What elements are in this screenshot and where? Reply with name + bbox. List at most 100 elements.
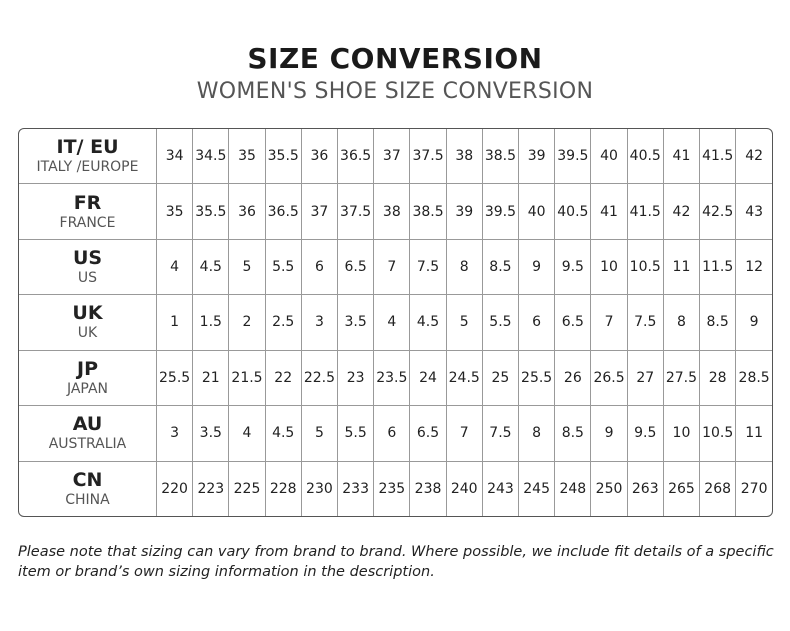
region-name: US — [77, 270, 98, 286]
title: SIZE CONVERSION — [247, 42, 543, 75]
size-cell: 38.5 — [481, 129, 520, 185]
region-name: UK — [77, 325, 98, 342]
size-cell: 265 — [662, 460, 701, 516]
size-cell: 22.5 — [300, 349, 339, 407]
size-cell: 34.5 — [192, 129, 230, 185]
size-cell: 12 — [735, 238, 772, 296]
size-cell: 37 — [300, 183, 339, 240]
size-cell: 1.5 — [192, 294, 230, 351]
table-row: FR FRANCE 35 35.5 36 36.5 37 37.5 38 38.5 39 39.5 40… — [19, 183, 772, 240]
size-cell: 36 — [228, 183, 266, 240]
size-cell: 25.5 — [155, 349, 194, 407]
size-cell: 240 — [445, 460, 483, 516]
size-table: IT/ EU ITALY /EUROPE 34 34.5 35 35.5 36 36.5 37 3… — [18, 128, 773, 517]
size-cell: 243 — [481, 460, 520, 516]
table: IT/ EU ITALY /EUROPE 34 34.5 35 35.5 36 36.5 37 3… — [19, 129, 772, 516]
size-cell: 38 — [445, 129, 483, 185]
size-cell: 38 — [373, 183, 411, 240]
size-cell: 27.5 — [662, 349, 701, 407]
size-cell: 2.5 — [264, 294, 302, 351]
size-cell: 235 — [373, 460, 411, 516]
table-row: US US 4 4.5 5 5.5 6 6.5 7 7.5 8 8.5 9 9.5 10 10.5 11 11.5… — [19, 238, 772, 296]
size-cell: 5 — [228, 238, 266, 296]
row-header: UK UK — [19, 294, 157, 351]
size-cell: 41.5 — [699, 129, 737, 185]
size-cell: 42 — [662, 183, 701, 240]
size-cell: 25 — [481, 349, 520, 407]
size-cell: 41 — [590, 183, 628, 240]
size-cell: 41.5 — [626, 183, 664, 240]
size-cell: 23 — [337, 349, 375, 407]
size-system: JP — [77, 357, 98, 380]
size-cell: 4 — [373, 294, 411, 351]
size-cell: 35 — [155, 183, 194, 240]
size-cell: 39 — [518, 129, 556, 185]
size-system: AU — [72, 413, 103, 436]
size-cell: 39 — [445, 183, 483, 240]
size-cell: 8 — [518, 405, 556, 462]
size-cell: 27 — [626, 349, 664, 407]
region-name: JAPAN — [66, 380, 109, 397]
size-cell: 10 — [662, 405, 701, 462]
size-cell: 5 — [300, 405, 339, 462]
size-cell: 4.5 — [192, 238, 230, 296]
size-cell: 40.5 — [554, 183, 592, 240]
size-cell: 238 — [409, 460, 447, 516]
region-name: CHINA — [65, 491, 110, 508]
size-cell: 8.5 — [554, 405, 592, 462]
subtitle: WOMEN'S SHOE SIZE CONVERSION — [196, 79, 594, 104]
size-cell: 4.5 — [409, 294, 447, 351]
size-cell: 220 — [155, 460, 194, 516]
size-cell: 268 — [699, 460, 737, 516]
size-cell: 4.5 — [264, 405, 302, 462]
size-cell: 6.5 — [554, 294, 592, 351]
size-cell: 40 — [518, 183, 556, 240]
size-cell: 3.5 — [192, 405, 230, 462]
size-cell: 26.5 — [590, 349, 628, 407]
size-system: FR — [73, 191, 102, 214]
table-row: AU AUSTRALIA 3 3.5 4 4.5 5 5.5 6 6.5 7 7.5 8 8.5 9 9.5 1… — [19, 405, 772, 462]
row-header: US US — [19, 238, 157, 296]
row-header: FR FRANCE — [19, 183, 157, 240]
size-cell: 37 — [373, 129, 411, 185]
size-cell: 3.5 — [337, 294, 375, 351]
size-cell: 34 — [155, 129, 194, 185]
row-header: JP JAPAN — [19, 349, 157, 407]
size-cell: 24 — [409, 349, 447, 407]
size-cell: 2 — [228, 294, 266, 351]
size-cell: 10 — [590, 238, 628, 296]
size-cell: 21.5 — [228, 349, 266, 407]
size-system: UK — [72, 302, 103, 325]
size-cell: 36 — [300, 129, 339, 185]
size-cell: 24.5 — [445, 349, 483, 407]
size-cell: 26 — [554, 349, 592, 407]
size-cell: 11 — [735, 405, 772, 462]
size-cell: 3 — [155, 405, 194, 462]
size-cell: 11.5 — [699, 238, 737, 296]
row-header: IT/ EU ITALY /EUROPE — [19, 129, 157, 185]
size-cell: 9.5 — [626, 405, 664, 462]
size-cell: 270 — [735, 460, 772, 516]
size-cell: 35 — [228, 129, 266, 185]
size-cell: 38.5 — [409, 183, 447, 240]
size-cell: 9 — [735, 294, 772, 351]
size-cell: 245 — [518, 460, 556, 516]
size-cell: 233 — [337, 460, 375, 516]
size-cell: 6 — [373, 405, 411, 462]
size-cell: 35.5 — [192, 183, 230, 240]
size-cell: 4 — [155, 238, 194, 296]
size-cell: 7 — [373, 238, 411, 296]
size-cell: 43 — [735, 183, 772, 240]
size-cell: 22 — [264, 349, 302, 407]
size-cell: 7.5 — [626, 294, 664, 351]
size-cell: 5.5 — [264, 238, 302, 296]
size-cell: 6 — [518, 294, 556, 351]
size-cell: 40 — [590, 129, 628, 185]
note: Please note that sizing can vary from br… — [18, 542, 774, 582]
size-cell: 263 — [626, 460, 664, 516]
size-cell: 21 — [192, 349, 230, 407]
size-cell: 7.5 — [409, 238, 447, 296]
size-cell: 6 — [300, 238, 339, 296]
size-cell: 4 — [228, 405, 266, 462]
size-cell: 228 — [264, 460, 302, 516]
